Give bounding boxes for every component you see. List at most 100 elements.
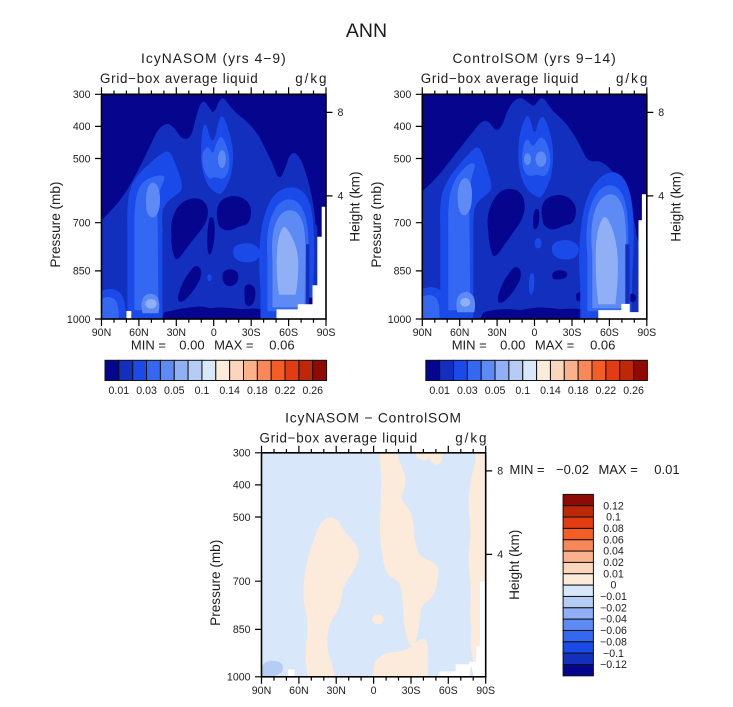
svg-text:0.1: 0.1 (195, 385, 210, 397)
svg-text:Grid−box average liquid: Grid−box average liquid (260, 430, 418, 445)
svg-text:0.18: 0.18 (568, 385, 589, 397)
svg-text:60N: 60N (450, 327, 469, 339)
svg-text:60N: 60N (289, 685, 308, 697)
svg-text:IcyNASOM − ControlSOM: IcyNASOM − ControlSOM (285, 411, 462, 426)
svg-text:90N: 90N (92, 327, 111, 339)
svg-text:MAX =: MAX = (214, 338, 253, 353)
svg-text:1000: 1000 (388, 314, 412, 326)
svg-text:0.05: 0.05 (164, 385, 185, 397)
svg-text:4: 4 (658, 191, 664, 203)
svg-text:0.00: 0.00 (179, 338, 204, 353)
svg-text:0.04: 0.04 (603, 546, 624, 558)
svg-text:0.01: 0.01 (603, 568, 624, 580)
svg-text:MIN =: MIN = (452, 338, 487, 353)
svg-text:ControlSOM (yrs 9−14): ControlSOM (yrs 9−14) (453, 51, 617, 66)
svg-text:Pressure (mb): Pressure (mb) (369, 182, 384, 268)
svg-text:500: 500 (233, 512, 251, 524)
svg-text:30N: 30N (326, 685, 345, 697)
svg-text:90S: 90S (476, 685, 495, 697)
svg-text:300: 300 (73, 89, 91, 101)
svg-text:60S: 60S (439, 685, 458, 697)
svg-text:0.14: 0.14 (219, 385, 240, 397)
svg-text:MAX =: MAX = (535, 338, 574, 353)
svg-text:−0.12: −0.12 (600, 659, 627, 671)
svg-text:400: 400 (394, 121, 412, 133)
svg-text:90S: 90S (637, 327, 656, 339)
svg-text:−0.02: −0.02 (600, 602, 627, 614)
svg-text:−0.06: −0.06 (600, 625, 627, 637)
svg-text:700: 700 (73, 218, 91, 230)
svg-text:0: 0 (611, 580, 617, 592)
svg-text:90N: 90N (252, 685, 271, 697)
svg-text:90N: 90N (413, 327, 432, 339)
svg-text:1000: 1000 (67, 314, 91, 326)
svg-text:300: 300 (394, 89, 412, 101)
svg-text:30N: 30N (487, 327, 506, 339)
svg-text:850: 850 (233, 624, 251, 636)
svg-text:−0.04: −0.04 (600, 614, 627, 626)
svg-text:60S: 60S (279, 327, 298, 339)
svg-text:−0.08: −0.08 (600, 636, 627, 648)
svg-text:MIN =: MIN = (510, 462, 545, 477)
svg-text:MIN =: MIN = (131, 338, 166, 353)
svg-text:0.01: 0.01 (654, 462, 679, 477)
svg-text:0.06: 0.06 (269, 338, 294, 353)
svg-text:Pressure (mb): Pressure (mb) (48, 182, 63, 268)
svg-text:0.14: 0.14 (540, 385, 561, 397)
svg-text:300: 300 (233, 448, 251, 460)
svg-text:850: 850 (73, 266, 91, 278)
svg-text:8: 8 (338, 107, 344, 119)
svg-text:0.22: 0.22 (596, 385, 617, 397)
svg-text:Height (km): Height (km) (348, 171, 363, 241)
svg-text:0: 0 (532, 327, 538, 339)
svg-text:0.05: 0.05 (485, 385, 506, 397)
svg-text:0.01: 0.01 (109, 385, 130, 397)
svg-text:−0.02: −0.02 (556, 462, 589, 477)
svg-text:8: 8 (497, 466, 503, 478)
svg-text:0.1: 0.1 (515, 385, 530, 397)
svg-text:30N: 30N (167, 327, 186, 339)
svg-text:0.01: 0.01 (429, 385, 450, 397)
svg-text:g/kg: g/kg (616, 71, 649, 86)
svg-text:850: 850 (394, 266, 412, 278)
svg-text:0.26: 0.26 (623, 385, 644, 397)
svg-text:−0.1: −0.1 (603, 648, 624, 660)
svg-text:60N: 60N (129, 327, 148, 339)
svg-text:0.00: 0.00 (500, 338, 525, 353)
svg-text:0: 0 (211, 327, 217, 339)
svg-text:30S: 30S (242, 327, 261, 339)
svg-text:g/kg: g/kg (455, 430, 488, 445)
svg-text:0.1: 0.1 (606, 512, 621, 524)
svg-text:0.06: 0.06 (603, 534, 624, 546)
svg-text:0.18: 0.18 (247, 385, 268, 397)
svg-text:4: 4 (497, 549, 503, 561)
svg-text:0.03: 0.03 (136, 385, 157, 397)
svg-text:ANN: ANN (346, 20, 387, 42)
svg-text:1000: 1000 (227, 672, 251, 684)
svg-text:IcyNASOM (yrs 4−9): IcyNASOM (yrs 4−9) (141, 51, 287, 66)
svg-text:90S: 90S (317, 327, 336, 339)
svg-text:30S: 30S (563, 327, 582, 339)
svg-text:0.02: 0.02 (603, 557, 624, 569)
svg-text:400: 400 (73, 121, 91, 133)
svg-text:30S: 30S (402, 685, 421, 697)
svg-text:500: 500 (394, 153, 412, 165)
svg-text:0.12: 0.12 (603, 500, 624, 512)
svg-text:0.06: 0.06 (590, 338, 615, 353)
svg-text:Height (km): Height (km) (668, 171, 683, 241)
svg-text:Grid−box average liquid: Grid−box average liquid (100, 71, 258, 86)
svg-text:0.26: 0.26 (302, 385, 323, 397)
svg-text:Grid−box average liquid: Grid−box average liquid (421, 71, 579, 86)
svg-text:60S: 60S (600, 327, 619, 339)
svg-text:MAX =: MAX = (599, 462, 638, 477)
svg-text:700: 700 (233, 576, 251, 588)
svg-text:500: 500 (73, 153, 91, 165)
svg-text:−0.01: −0.01 (600, 591, 627, 603)
svg-text:700: 700 (394, 218, 412, 230)
svg-text:g/kg: g/kg (295, 71, 328, 86)
svg-text:8: 8 (658, 107, 664, 119)
svg-text:0: 0 (371, 685, 377, 697)
svg-text:0.22: 0.22 (275, 385, 296, 397)
svg-text:4: 4 (338, 191, 344, 203)
svg-text:0.03: 0.03 (457, 385, 478, 397)
